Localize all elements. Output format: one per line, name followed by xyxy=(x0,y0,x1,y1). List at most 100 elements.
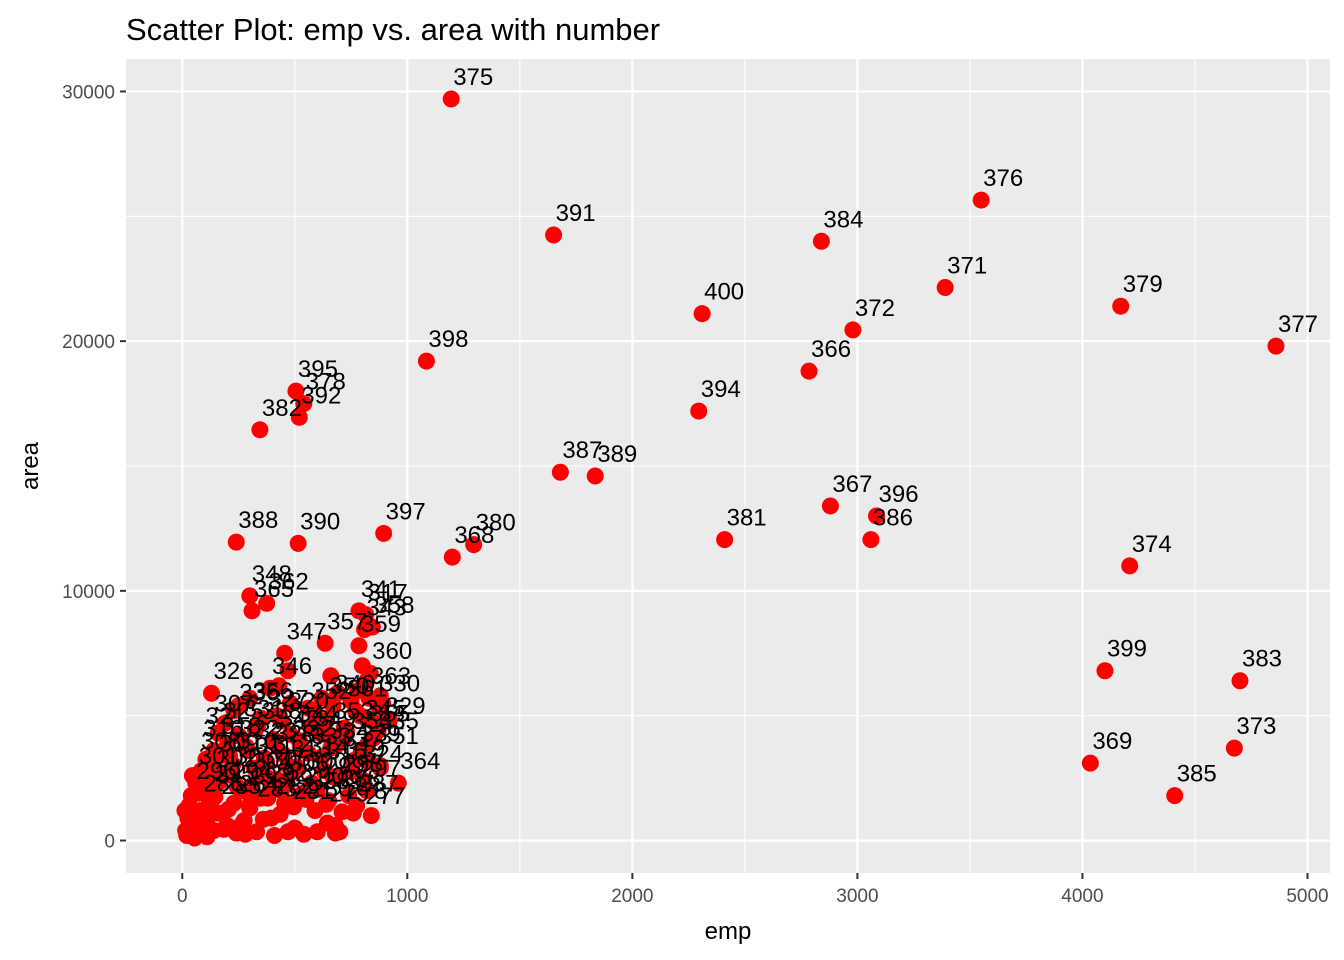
point-label-323: 323 xyxy=(257,718,297,745)
point-label-345: 345 xyxy=(365,696,405,723)
point-label-303: 303 xyxy=(235,743,275,770)
point-label-346: 346 xyxy=(272,653,312,680)
data-point xyxy=(279,662,297,680)
x-axis-title: emp xyxy=(705,918,752,945)
point-label-294: 294 xyxy=(233,758,273,785)
data-point-382 xyxy=(251,421,269,439)
point-label-315: 315 xyxy=(327,738,367,765)
point-label-289: 289 xyxy=(323,768,363,795)
point-label-380: 380 xyxy=(476,510,516,537)
data-point-397 xyxy=(375,524,393,542)
point-label-388: 388 xyxy=(238,507,278,534)
data-point-346 xyxy=(261,679,279,697)
data-point xyxy=(358,782,376,800)
data-point-385 xyxy=(1166,787,1184,805)
data-point-330 xyxy=(369,697,387,715)
point-label-312: 312 xyxy=(273,731,313,758)
point-label-305: 305 xyxy=(271,746,311,773)
point-label-366: 366 xyxy=(811,336,851,363)
data-point xyxy=(194,825,212,843)
point-label-279: 279 xyxy=(329,781,369,808)
point-label-398: 398 xyxy=(428,326,468,353)
point-label-348: 348 xyxy=(252,561,292,588)
data-point xyxy=(371,757,389,775)
point-label-350: 350 xyxy=(329,673,369,700)
x-axis: 0 1000 2000 3000 4000 5000 xyxy=(177,873,1329,907)
point-label-311: 311 xyxy=(255,733,293,760)
data-point xyxy=(266,827,284,845)
point-label-363: 363 xyxy=(371,663,411,690)
point-label-378: 378 xyxy=(306,369,346,396)
data-point xyxy=(320,792,338,810)
data-point xyxy=(357,709,375,727)
point-label-364: 364 xyxy=(400,748,440,775)
point-label-287: 287 xyxy=(359,771,399,798)
point-label-372: 372 xyxy=(855,295,895,322)
point-label-390: 390 xyxy=(300,508,340,535)
data-point-359 xyxy=(350,637,368,655)
data-point-358 xyxy=(363,618,381,636)
dense-cluster-labels: 3073363563273203523503613293453553353213… xyxy=(197,673,426,810)
data-point xyxy=(275,745,293,763)
data-point-374 xyxy=(1121,557,1139,575)
data-point-394 xyxy=(690,402,708,420)
data-point-398 xyxy=(417,352,435,370)
data-point xyxy=(268,707,286,725)
point-label-330: 330 xyxy=(380,671,420,698)
y-tick-label: 30000 xyxy=(62,82,115,103)
point-label-310: 310 xyxy=(237,728,277,755)
data-point xyxy=(295,825,313,843)
data-point-391 xyxy=(545,226,563,244)
data-point xyxy=(209,724,227,742)
data-point-373 xyxy=(1225,739,1243,757)
point-label-300: 300 xyxy=(307,748,347,775)
point-label-353: 353 xyxy=(334,698,374,725)
data-point-386 xyxy=(862,531,880,549)
point-label-394: 394 xyxy=(701,376,741,403)
data-point xyxy=(205,742,223,760)
point-label-317: 317 xyxy=(368,580,408,607)
point-label-362: 362 xyxy=(269,568,309,595)
data-point xyxy=(248,823,266,841)
x-tick-label: 3000 xyxy=(836,886,878,907)
data-point xyxy=(252,709,270,727)
point-label-351: 351 xyxy=(379,723,419,750)
point-label-386: 386 xyxy=(873,505,913,532)
data-point-383 xyxy=(1231,672,1249,690)
point-label-391: 391 xyxy=(556,200,596,227)
x-tick-label: 1000 xyxy=(386,886,428,907)
data-point-362 xyxy=(258,594,276,612)
data-point-366 xyxy=(800,362,818,380)
point-label-278: 278 xyxy=(347,778,387,805)
point-label-395: 395 xyxy=(298,356,338,383)
point-label-281: 281 xyxy=(293,778,333,805)
chart-title: Scatter Plot: emp vs. area with number xyxy=(126,12,660,47)
point-label-326: 326 xyxy=(214,658,254,685)
point-label-376: 376 xyxy=(983,165,1023,192)
data-point-384 xyxy=(812,232,830,250)
point-label-338: 338 xyxy=(262,698,302,725)
data-point-395 xyxy=(287,382,305,400)
point-label-383: 383 xyxy=(1242,646,1282,673)
data-point xyxy=(331,823,349,841)
data-point-368 xyxy=(443,548,461,566)
data-point-378 xyxy=(295,395,313,413)
point-label-384: 384 xyxy=(823,206,863,233)
data-point-388 xyxy=(227,533,245,551)
point-label-343: 343 xyxy=(367,595,407,622)
data-point xyxy=(342,763,360,781)
point-label-340: 340 xyxy=(335,671,375,698)
data-point-357 xyxy=(316,634,334,652)
data-point xyxy=(199,808,217,826)
data-point-317 xyxy=(357,606,375,624)
data-point-390 xyxy=(289,534,307,552)
point-label-361: 361 xyxy=(347,676,387,703)
data-point xyxy=(308,780,326,798)
point-label-367: 367 xyxy=(832,471,872,498)
point-label-385: 385 xyxy=(1177,761,1217,788)
data-point xyxy=(272,782,290,800)
point-label-284: 284 xyxy=(239,771,279,798)
data-point-372 xyxy=(844,321,862,339)
data-point xyxy=(290,787,308,805)
point-label-282: 282 xyxy=(275,773,315,800)
